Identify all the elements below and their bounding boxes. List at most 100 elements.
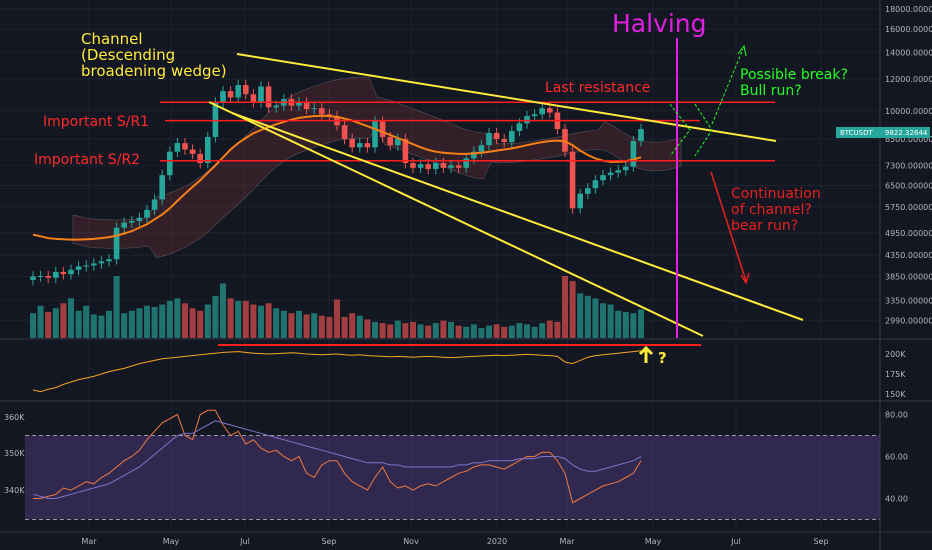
rsi-left-tick-label: 360K (4, 413, 25, 422)
volume-bar (554, 321, 561, 338)
candle-body (243, 85, 249, 95)
volume-bar (220, 283, 226, 338)
volume-bar (296, 310, 302, 338)
candle-body (341, 125, 348, 139)
volume-bar (379, 323, 386, 338)
volume-bar (562, 276, 568, 338)
sr1-label: Important S/R1 (43, 114, 149, 130)
wedge-lower-line-2 (231, 112, 804, 321)
channel-label-2: (Descending (81, 46, 175, 64)
volume-bar (440, 320, 447, 338)
volume-bar (45, 311, 52, 338)
volume-bar (98, 315, 105, 338)
time-tick-label: Jul (730, 537, 741, 546)
volume-bar (387, 324, 394, 338)
last-resistance-label: Last resistance (545, 80, 650, 96)
candle-body (531, 114, 538, 117)
candle-body (53, 271, 59, 278)
volume-bar (448, 321, 454, 338)
volume-bar (326, 316, 333, 338)
candle-body (592, 180, 599, 189)
continuation-label-3: bear run? (731, 218, 798, 234)
bear-arrow-head (740, 272, 750, 285)
question-mark-label: ? (658, 349, 667, 367)
volume-bar (265, 303, 272, 338)
volume-bar (615, 310, 622, 338)
volume-indicator-tick-label: 175K (885, 370, 906, 379)
volume-bar (425, 325, 432, 338)
candle-body (463, 158, 469, 168)
volume-bar (372, 321, 378, 338)
annotations: Channel (Descending broadening wedge) Ha… (34, 9, 848, 367)
volume-indicator-line (32, 350, 642, 393)
candle-body (212, 102, 219, 137)
candle-body (75, 266, 82, 270)
volume-bar (524, 324, 530, 338)
candle-body (455, 165, 462, 168)
candle-body (349, 138, 355, 148)
price-tick-label: 8500.00000 (885, 135, 932, 144)
volume-bar (182, 303, 188, 338)
time-tick-label: May (163, 537, 180, 546)
time-tick-label: Jul (239, 537, 250, 546)
candle-body (258, 86, 264, 103)
volume-indicator-pane: 200K 175K 150K (32, 350, 906, 399)
time-tick-label: 2020 (487, 537, 507, 546)
volume-bar (189, 308, 196, 338)
candle-body (37, 275, 44, 277)
bull-arrow (711, 48, 744, 125)
candle-body (250, 94, 257, 103)
volume-bar (638, 309, 644, 338)
volume-bar (159, 304, 166, 338)
volume-bar (144, 305, 150, 338)
candle-body (417, 164, 424, 168)
candle-body (45, 275, 51, 278)
candle-body (220, 91, 226, 103)
continuation-label-1: Continuation (731, 186, 821, 202)
volume-bar (607, 304, 614, 338)
candle-body (577, 193, 583, 209)
candle-body (83, 265, 89, 267)
candle-body (440, 163, 447, 168)
volume-bar (394, 320, 401, 338)
candle-body (319, 108, 325, 115)
candle-body (630, 141, 637, 167)
continuation-label-2: of channel? (731, 202, 812, 218)
wedge-lower-line-1 (208, 101, 704, 337)
time-tick-label: Mar (81, 537, 97, 546)
candle-body (471, 151, 477, 159)
candle-body (379, 121, 386, 137)
volume-bar (470, 324, 477, 338)
candle-body (91, 263, 97, 266)
volume-bar (280, 310, 287, 338)
volume-bar (318, 315, 325, 338)
candle-body (547, 108, 553, 113)
price-badge: BTCUSDT 9822.32644 (836, 127, 930, 138)
halving-label: Halving (612, 9, 707, 38)
volume-bars (30, 276, 644, 338)
volume-bar (493, 324, 500, 338)
candle-body (372, 121, 378, 148)
candle-body (395, 138, 401, 146)
price-tick-label: 14000.00000 (885, 48, 932, 57)
candle-body (311, 108, 317, 110)
price-tick-label: 7300.00000 (885, 161, 932, 170)
rsi-tick-label: 60.00 (885, 453, 908, 462)
volume-bar (410, 321, 416, 338)
rsi-line (33, 409, 642, 504)
candle-body (486, 132, 492, 146)
price-tick-label: 3850.00000 (885, 272, 932, 281)
bear-arrow (710, 171, 747, 282)
volume-bar (417, 324, 424, 338)
volume-bar (166, 300, 173, 338)
sr2-label: Important S/R2 (34, 152, 140, 168)
volume-bar (68, 298, 74, 338)
volume-bar (516, 323, 523, 338)
volume-bar (106, 310, 112, 338)
candle-body (600, 175, 606, 181)
volume-bar (288, 313, 295, 338)
candle-body (68, 269, 74, 275)
candle-body (539, 108, 545, 115)
volume-bar (486, 325, 492, 338)
volume-bar (478, 328, 485, 338)
